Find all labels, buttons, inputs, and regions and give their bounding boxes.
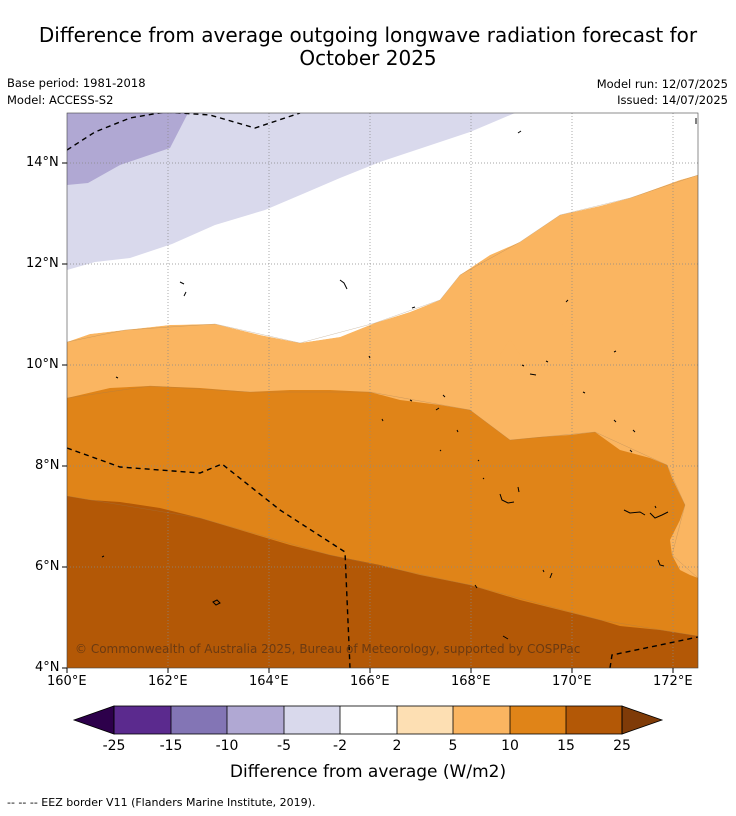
colorbar-segment (340, 706, 397, 734)
copyright-notice: © Commonwealth of Australia 2025, Bureau… (75, 642, 581, 656)
colorbar-tick-label: 15 (557, 738, 575, 754)
colorbar-tick-label: -5 (277, 738, 291, 754)
y-tick-label: 6°N (35, 559, 60, 574)
colorbar-segment (510, 706, 566, 734)
colorbar-segment (227, 706, 284, 734)
model-run-text: Model run: 12/07/2025 (596, 77, 728, 91)
colorbar-tick-label: -25 (102, 738, 126, 754)
y-tick-label: 14°N (26, 155, 59, 170)
colorbar-segment (397, 706, 453, 734)
base-period-text: Base period: 1981-2018 (7, 76, 146, 90)
y-tick-label: 4°N (35, 660, 60, 675)
colorbar-tick-label: -15 (159, 738, 183, 754)
y-tick-label: 10°N (26, 357, 59, 372)
colorbar-tick-label: 25 (613, 738, 631, 754)
eez-border (67, 113, 698, 668)
colorbar-title: Difference from average (W/m2) (229, 762, 507, 782)
model-text: Model: ACCESS-S2 (7, 93, 114, 107)
colorbar (72, 705, 664, 735)
x-tick-label: 164°E (249, 674, 289, 689)
x-tick-label: 168°E (451, 674, 491, 689)
colorbar-tick-label: -10 (215, 738, 239, 754)
graticule (67, 113, 698, 668)
y-tick-label: 12°N (26, 256, 59, 271)
map-title-line1: Difference from average outgoing longwav… (38, 23, 698, 47)
colorbar-tick-label: 2 (392, 738, 402, 754)
colorbar-tick-label: 5 (448, 738, 458, 754)
anomaly-band-minus5-minus10 (67, 113, 188, 185)
colorbar-segment (566, 706, 622, 734)
x-tick-label: 166°E (350, 674, 390, 689)
map-area (67, 113, 698, 668)
x-tick-label: 170°E (552, 674, 592, 689)
colorbar-segment (171, 706, 227, 734)
colorbar-tick-label: -2 (333, 738, 347, 754)
x-tick-label: 160°E (47, 674, 87, 689)
colorbar-segment (284, 706, 340, 734)
y-tick-label: 8°N (35, 458, 60, 473)
x-tick-label: 172°E (653, 674, 693, 689)
colorbar-segment (114, 706, 171, 734)
issued-text: Issued: 14/07/2025 (617, 93, 728, 107)
colorbar-over-arrow (621, 705, 664, 735)
contour-lines (67, 174, 698, 637)
x-tick-label: 162°E (148, 674, 188, 689)
axis-ticks (62, 162, 674, 673)
eez-legend-note: -- -- -- EEZ border V11 (Flanders Marine… (7, 796, 316, 809)
colorbar-segment (453, 706, 510, 734)
island-coastlines (101, 118, 697, 640)
map-title-line2: October 2025 (299, 46, 437, 70)
colorbar-tick-label: 10 (501, 738, 519, 754)
map-frame (66, 112, 699, 669)
anomaly-band-minus2-minus5 (67, 113, 515, 270)
anomaly-patch-5-10-east (560, 267, 634, 351)
colorbar-under-arrow (72, 705, 115, 735)
anomaly-patch-5-10-small (500, 339, 520, 380)
